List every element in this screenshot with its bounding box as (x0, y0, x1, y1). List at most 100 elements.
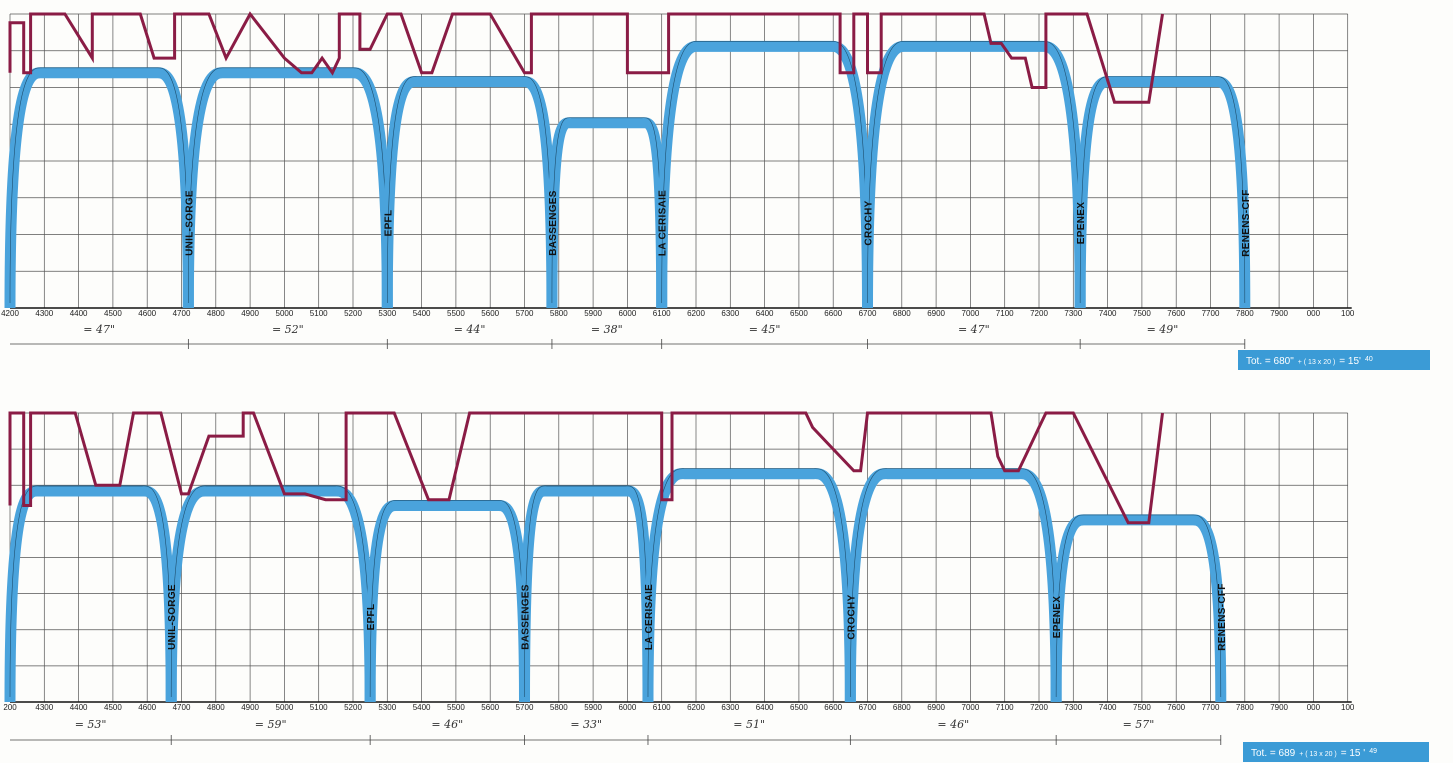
speed-profile-edge-7 (1079, 76, 1246, 304)
x-tick-label: 5800 (550, 703, 568, 712)
x-tick-label: 4300 (35, 309, 53, 318)
segment-time: = 53" (75, 718, 107, 731)
x-tick-label: 000 (1307, 703, 1321, 712)
totals-part-total-sup: 40 (1365, 356, 1373, 363)
speed-limit-line (8, 411, 1164, 525)
x-tick-label: 4700 (173, 703, 191, 712)
x-tick-label: 6000 (619, 703, 637, 712)
x-tick-label: 6100 (653, 703, 671, 712)
x-tick-label: 4400 (70, 703, 88, 712)
totals-part-total-result: = 15 ' (1341, 748, 1366, 759)
segment-time: = 45" (749, 323, 781, 336)
speed-profile-edge-2 (170, 485, 371, 698)
chart-panel-1: 4200 4300 4400 4500 4600 4700 4800 4900 5000 5100… (1, 11, 1430, 370)
station-label: BASSENGES (548, 190, 559, 256)
segment-time: = 44" (454, 323, 486, 336)
x-tick-label: 7500 (1133, 703, 1151, 712)
x-tick-label: 7200 (1030, 703, 1048, 712)
x-tick-label: 6900 (927, 309, 945, 318)
x-tick-label: 5100 (310, 703, 328, 712)
totals-part-total-main: Tot. = 689 (1251, 748, 1296, 759)
x-tick-label: 5300 (378, 309, 396, 318)
x-tick-label: 6200 (687, 309, 705, 318)
x-tick-label: 6000 (619, 309, 637, 318)
x-tick-label: 5600 (481, 703, 499, 712)
totals-text: Tot. = 680" + ( 13 x 20 ) = 15' 40 (1246, 356, 1373, 367)
speed-profile-arch-2 (165, 485, 376, 703)
station-label: UNIL-SORGE (184, 190, 195, 256)
station-label: CROCHY (846, 594, 857, 639)
x-tick-label: 7300 (1064, 703, 1082, 712)
x-tick-label: 5100 (310, 309, 328, 318)
totals-box (1243, 742, 1429, 762)
totals-part-total-extra: + ( 13 x 20 ) (1299, 751, 1337, 758)
x-tick-label: 5400 (413, 703, 431, 712)
speed-profile-arch-3 (364, 499, 530, 703)
speed-profile-arch-4 (519, 485, 654, 703)
x-tick-label: 000 (1307, 309, 1321, 318)
segment-time: = 33" (570, 718, 602, 731)
speed-profile-edge-3 (369, 500, 525, 698)
x-tick-label: 7600 (1167, 309, 1185, 318)
x-tick-label: 7000 (962, 703, 980, 712)
x-tick-label: 5900 (584, 703, 602, 712)
x-tick-label: 6300 (721, 703, 739, 712)
x-tick-label: 5000 (276, 703, 294, 712)
segment-time: = 59" (255, 718, 287, 731)
x-tick-label: 7400 (1099, 309, 1117, 318)
x-tick-label: 4800 (207, 703, 225, 712)
x-tick-label: 7100 (996, 703, 1014, 712)
x-tick-label: 4900 (241, 309, 259, 318)
x-tick-label: 5500 (447, 309, 465, 318)
speed-limit-line (8, 11, 1164, 104)
x-tick-label: 4700 (173, 309, 191, 318)
speed-profile-arch-2 (182, 67, 393, 309)
speed-profile-arch-7 (1074, 76, 1251, 309)
x-tick-label: 4500 (104, 703, 122, 712)
segment-time: = 49" (1147, 323, 1179, 336)
x-tick-label: 6600 (824, 703, 842, 712)
x-tick-label: 7800 (1236, 309, 1254, 318)
station-label: EPENEX (1052, 596, 1063, 638)
x-tick-label: 7300 (1064, 309, 1082, 318)
chart-panel-2: 200 4300 4400 4500 4600 4700 4800 4900 5000 5100 5… (3, 411, 1429, 762)
x-tick-label: 5700 (516, 703, 534, 712)
x-tick-label: 7100 (996, 309, 1014, 318)
speed-profile-edge-5 (661, 41, 868, 304)
speed-profile-edge-6 (867, 41, 1081, 304)
x-tick-label: 6900 (927, 703, 945, 712)
totals-part-total-extra: + ( 13 x 20 ) (1298, 359, 1336, 366)
x-tick-label: 6300 (721, 309, 739, 318)
x-tick-label: 4800 (207, 309, 225, 318)
speed-profile-arch-3 (381, 76, 558, 309)
segment-time: = 51" (733, 718, 765, 731)
x-tick-label: 7800 (1236, 703, 1254, 712)
x-tick-label: 5900 (584, 309, 602, 318)
x-tick-label: 4500 (104, 309, 122, 318)
x-tick-label: 5200 (344, 703, 362, 712)
x-tick-label: 4600 (138, 309, 156, 318)
x-tick-label: 6400 (756, 703, 774, 712)
station-label: RENENS-CFF (1241, 189, 1252, 256)
x-tick-label: 6600 (824, 309, 842, 318)
segment-time: = 46" (937, 718, 969, 731)
station-label: RENENS-CFF (1217, 583, 1228, 650)
speed-profile-edge-5 (647, 468, 851, 698)
x-tick-label: 7700 (1202, 309, 1220, 318)
speed-profile-edge-4 (551, 117, 662, 304)
speed-profile-arch-6 (862, 40, 1086, 309)
speed-profile-arch-1 (4, 67, 194, 309)
station-label: LA CERISAIE (644, 584, 655, 650)
speed-profile-arch-1 (4, 485, 177, 703)
station-label: BASSENGES (521, 584, 532, 650)
x-tick-label: 6700 (859, 309, 877, 318)
x-tick-label: 6500 (790, 703, 808, 712)
x-tick-label: 5000 (276, 309, 294, 318)
x-tick-label: 5300 (378, 703, 396, 712)
x-tick-label: 100 (1341, 703, 1355, 712)
speed-profile-edge-7 (1055, 514, 1222, 698)
segment-time: = 52" (272, 323, 304, 336)
speed-profile-arch-4 (546, 117, 668, 309)
x-tick-label: 5200 (344, 309, 362, 318)
